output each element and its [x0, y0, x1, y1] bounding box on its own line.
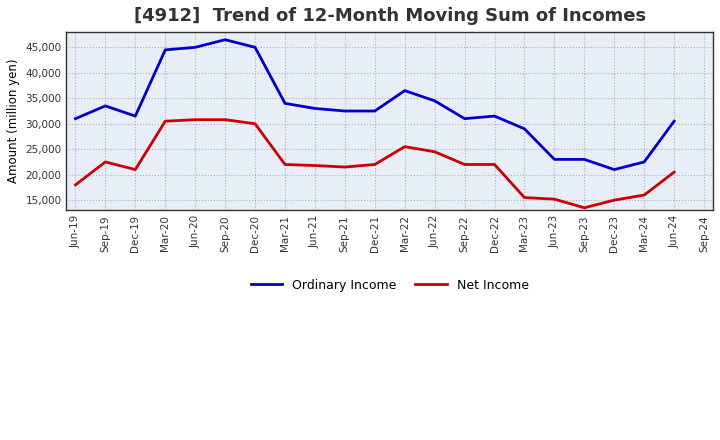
Ordinary Income: [550, 157, 559, 162]
Ordinary Income: [580, 157, 589, 162]
Ordinary Income: [281, 101, 289, 106]
Ordinary Income: [71, 116, 80, 121]
Net Income: [221, 117, 230, 122]
Net Income: [610, 198, 618, 203]
Ordinary Income: [341, 108, 349, 114]
Ordinary Income: [101, 103, 109, 109]
Y-axis label: Amount (million yen): Amount (million yen): [7, 59, 20, 183]
Ordinary Income: [191, 45, 199, 50]
Net Income: [580, 205, 589, 210]
Net Income: [71, 182, 80, 187]
Net Income: [431, 149, 439, 154]
Net Income: [550, 197, 559, 202]
Ordinary Income: [670, 118, 678, 124]
Net Income: [131, 167, 140, 172]
Net Income: [371, 162, 379, 167]
Net Income: [640, 192, 649, 198]
Line: Net Income: Net Income: [76, 120, 674, 208]
Net Income: [161, 118, 170, 124]
Net Income: [281, 162, 289, 167]
Ordinary Income: [251, 45, 259, 50]
Ordinary Income: [610, 167, 618, 172]
Ordinary Income: [640, 159, 649, 165]
Ordinary Income: [490, 114, 499, 119]
Ordinary Income: [431, 98, 439, 103]
Net Income: [460, 162, 469, 167]
Ordinary Income: [460, 116, 469, 121]
Ordinary Income: [371, 108, 379, 114]
Ordinary Income: [520, 126, 528, 132]
Ordinary Income: [400, 88, 409, 93]
Line: Ordinary Income: Ordinary Income: [76, 40, 674, 169]
Net Income: [101, 159, 109, 165]
Net Income: [670, 169, 678, 175]
Legend: Ordinary Income, Net Income: Ordinary Income, Net Income: [246, 274, 534, 297]
Net Income: [490, 162, 499, 167]
Net Income: [520, 195, 528, 200]
Net Income: [310, 163, 319, 168]
Ordinary Income: [131, 114, 140, 119]
Net Income: [341, 165, 349, 170]
Net Income: [191, 117, 199, 122]
Net Income: [251, 121, 259, 126]
Ordinary Income: [221, 37, 230, 42]
Ordinary Income: [161, 47, 170, 52]
Net Income: [400, 144, 409, 149]
Ordinary Income: [310, 106, 319, 111]
Title: [4912]  Trend of 12-Month Moving Sum of Incomes: [4912] Trend of 12-Month Moving Sum of I…: [134, 7, 646, 25]
